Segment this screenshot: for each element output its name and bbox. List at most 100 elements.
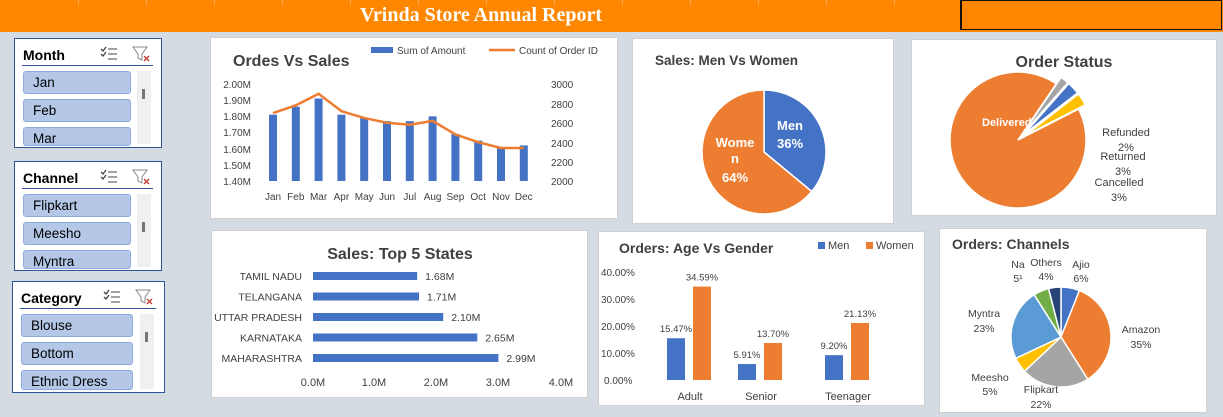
slice-label-na: Na [1011,259,1025,271]
multi-select-icon[interactable] [99,168,119,186]
bar-men [667,338,685,380]
slice-value-amazon: 35% [1130,339,1151,351]
slice-label-others: Others [1030,257,1062,269]
slice-cancelled [1024,92,1087,137]
bar-sum-of-amount [291,106,300,181]
channel-slicer-scrollbar[interactable] [137,194,151,267]
data-label: 15.47% [660,324,693,335]
channel-item-myntra[interactable]: Myntra [23,250,131,269]
slice-value-cancelled: 3% [1111,192,1127,204]
x-tick: Apr [334,192,350,203]
slice-label-women: Wome [716,135,755,150]
legend-swatch-amount [371,47,393,53]
bar-state [313,354,499,362]
chart-title: Sales: Top 5 States [327,246,473,263]
month-slicer[interactable]: Month Jan Feb Mar [14,38,162,148]
selected-cell[interactable] [960,0,1222,30]
slice-flipkart [1023,335,1089,388]
clear-filter-icon[interactable] [134,288,154,306]
month-slicer-scrollbar[interactable] [137,71,151,144]
chart-title: Orders: Age Vs Gender [619,240,774,256]
age-vs-gender-svg: Orders: Age Vs Gender Men Women 40.00% 3… [601,240,914,403]
clear-filter-icon[interactable] [131,45,151,63]
x-tick: 1.0M [362,377,386,389]
men-vs-women-chart[interactable]: Sales: Men Vs Women Men 36% Wome n 64% [632,38,894,224]
data-label: 21.13% [844,309,877,320]
slice-label-delivered: Delivered [982,117,1032,129]
data-label: 9.20% [821,341,848,352]
x-tick: Feb [287,192,305,203]
month-item-mar[interactable]: Mar [23,127,131,146]
x-tick: Oct [470,192,486,203]
orders-vs-sales-chart[interactable]: Ordes Vs Sales Sum of Amount Count of Or… [210,37,618,219]
y2-tick: 3000 [551,80,574,91]
x-tick: 2.0M [424,377,448,389]
month-item-jan[interactable]: Jan [23,71,131,94]
y-tick: 0.00% [604,376,632,387]
slice-refunded [1022,76,1069,135]
slice-value-women: 64% [722,170,748,185]
slice-value-ajio: 6% [1073,273,1088,285]
slice-women [701,89,813,215]
bar-state [313,313,444,321]
men-vs-women-svg: Sales: Men Vs Women Men 36% Wome n 64% [655,53,827,215]
clear-filter-icon[interactable] [131,168,151,186]
y2-tick: 2200 [551,158,574,169]
slice-returned [1023,82,1079,136]
bar-sum-of-amount [314,98,323,181]
channel-slicer[interactable]: Channel Flipkart Meesho Myntra [14,161,162,271]
month-item-feb[interactable]: Feb [23,99,131,122]
y-tick: 1.50M [223,161,251,172]
chart-title: Order Status [1016,54,1113,71]
legend-label-orders: Count of Order ID [519,46,598,57]
x-tick: Aug [424,192,442,203]
bar-men [738,364,756,380]
slice-label-ajio: Ajio [1072,259,1090,271]
y-tick: UTTAR PRADESH [214,312,302,324]
category-item-ethnic-dress[interactable]: Ethnic Dress [21,370,133,390]
slice-value-meesho: 5% [982,386,997,398]
chart-title: Orders: Channels [952,236,1070,252]
y-tick: 1.60M [223,145,251,156]
x-tick: Jun [379,192,395,203]
slice-men [763,89,827,193]
y2-tick: 2600 [551,119,574,130]
slice-value-returned: 3% [1115,166,1131,178]
x-tick: Jan [265,192,281,203]
x-tick: Mar [310,192,328,203]
channel-slicer-header: Channel [22,168,153,189]
category-slicer[interactable]: Category Blouse Bottom Ethnic Dress [12,281,165,393]
legend-swatch-women [866,242,873,249]
slice-label-cancelled: Cancelled [1095,177,1144,189]
y-tick: TELANGANA [238,292,302,304]
report-banner: Vrinda Store Annual Report [0,0,1223,32]
slice-value-na: 5¹ [1013,273,1023,285]
category-slicer-scrollbar[interactable] [140,314,154,389]
channel-item-meesho[interactable]: Meesho [23,222,131,245]
channel-item-flipkart[interactable]: Flipkart [23,194,131,217]
bar-sum-of-amount [360,117,369,181]
y-tick: 1.90M [223,96,251,107]
bar-sum-of-amount [269,114,277,181]
y2-tick: 2400 [551,139,574,150]
data-label: 5.91% [734,350,761,361]
y-tick: 1.80M [223,112,251,123]
top-states-chart[interactable]: Sales: Top 5 States TAMIL NADU 1.68M TELAN… [211,230,588,398]
slice-label-refunded: Refunded [1102,127,1150,139]
category-item-bottom[interactable]: Bottom [21,342,133,365]
order-status-svg: Order Status Delivered Refunded 2% Retur… [949,54,1150,209]
bar-state [313,292,420,301]
legend-label-amount: Sum of Amount [397,46,466,57]
data-label: 13.70% [757,329,790,340]
multi-select-icon[interactable] [102,288,122,306]
order-status-chart[interactable]: Order Status Delivered Refunded 2% Retur… [911,39,1217,216]
multi-select-icon[interactable] [99,45,119,63]
x-tick: Nov [492,192,510,203]
age-vs-gender-chart[interactable]: Orders: Age Vs Gender Men Women 40.00% 3… [598,231,925,406]
slice-value-flipkart: 22% [1030,399,1051,411]
x-tick: Sep [447,192,465,203]
category-item-blouse[interactable]: Blouse [21,314,133,337]
bar-women [764,343,782,380]
channels-chart[interactable]: Orders: Channels Ajio 6% Amazon 35% Flip… [939,228,1207,413]
slice-label-meesho: Meesho [971,372,1009,384]
